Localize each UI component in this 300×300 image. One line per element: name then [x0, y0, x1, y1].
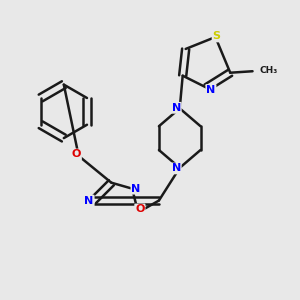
Text: N: N: [131, 184, 141, 194]
Text: N: N: [84, 196, 94, 206]
Text: N: N: [206, 85, 216, 95]
Text: O: O: [72, 149, 81, 160]
Text: N: N: [172, 164, 181, 173]
Text: S: S: [213, 32, 220, 41]
Text: O: O: [135, 204, 145, 214]
Text: N: N: [172, 103, 181, 113]
Text: CH₃: CH₃: [260, 66, 278, 75]
